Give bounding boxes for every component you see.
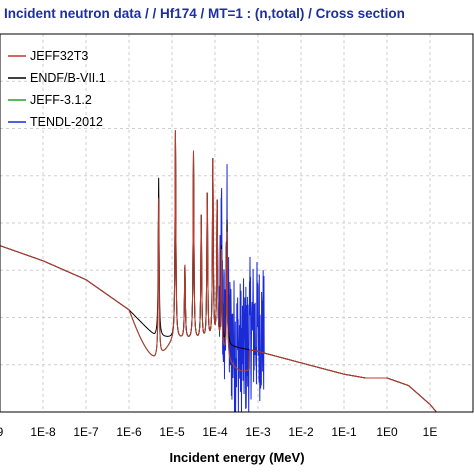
x-tick-label: 1E-7	[73, 425, 99, 439]
x-tick-label: 1E0	[376, 425, 398, 439]
x-tick-label: 1E	[423, 425, 438, 439]
series-line	[0, 130, 438, 412]
series-layer	[0, 130, 438, 412]
x-tick-label: 1E-3	[245, 425, 271, 439]
x-tick-label: 1E-2	[288, 425, 314, 439]
legend: JEFF32T3 ENDF/B-VII.1 JEFF-3.1.2 TENDL-2012	[8, 49, 106, 129]
x-tick-label: 1E-8	[30, 425, 56, 439]
legend-entry: JEFF-3.1.2	[30, 93, 92, 107]
x-tick-label: 1E-5	[159, 425, 185, 439]
legend-entry: TENDL-2012	[30, 115, 103, 129]
series-line	[0, 130, 438, 412]
plot-frame	[0, 33, 474, 413]
legend-entry: ENDF/B-VII.1	[30, 71, 106, 85]
x-tick-label: 1E-6	[116, 425, 142, 439]
x-axis-label: Incident energy (MeV)	[169, 450, 305, 465]
x-tick-label: 1E-4	[202, 425, 228, 439]
x-tick-label: 1E-1	[331, 425, 357, 439]
x-tick-labels: 9 1E-8 1E-7 1E-6 1E-5 1E-4 1E-3 1E-2 1E-1 1E0 1E	[0, 425, 437, 439]
chart-title: Incident neutron data / / Hf174 / MT=1 :…	[4, 6, 405, 21]
legend-entry: JEFF32T3	[30, 49, 88, 63]
x-tick-label: 9	[0, 425, 4, 439]
